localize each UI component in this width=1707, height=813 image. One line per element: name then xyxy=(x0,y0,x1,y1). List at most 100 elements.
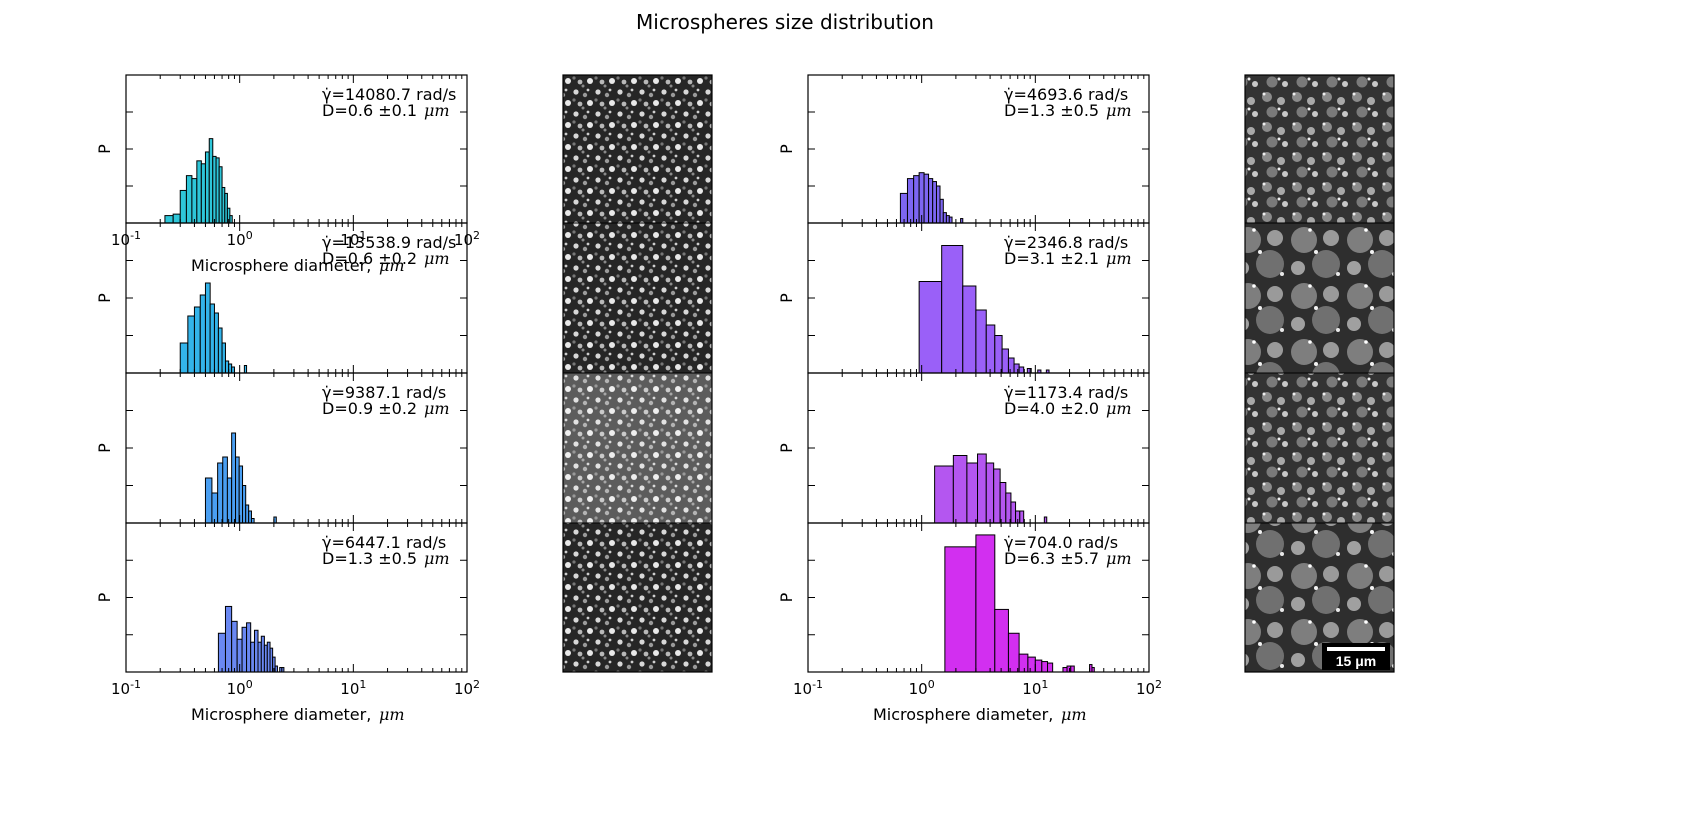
x-tick-label: 10-1 xyxy=(111,678,141,698)
micrograph-left-2 xyxy=(563,223,712,373)
histogram-bar xyxy=(246,622,252,673)
x-tick-label: 102 xyxy=(454,678,480,698)
histogram-bar xyxy=(928,178,934,224)
histogram-bar xyxy=(179,189,187,224)
histogram-bar xyxy=(217,632,226,673)
diameter-label: D=6.3 ±5.7 xyxy=(1004,549,1099,568)
histogram-bar xyxy=(191,178,198,224)
histogram-bar xyxy=(985,324,996,374)
histogram-bar xyxy=(250,518,255,524)
diameter-unit: μm xyxy=(1106,101,1132,120)
histogram-bar xyxy=(932,181,937,224)
y-axis-label: P xyxy=(777,592,796,602)
histogram-bar xyxy=(217,462,224,524)
histogram-bar xyxy=(211,492,219,524)
histogram-panels: Pγ̇=14080.7 rad/sD=0.6 ±0.1 μm 10-1 100 101 1… xyxy=(95,74,1162,724)
scale-bar: 15 μm xyxy=(1322,643,1390,670)
histogram-bar xyxy=(948,216,953,224)
shear-rate-label: γ̇=704.0 rad/s xyxy=(1004,533,1118,552)
diameter-unit: μm xyxy=(424,549,450,568)
x-axis-label: Microsphere diameter, xyxy=(191,256,371,275)
diameter-unit: μm xyxy=(1106,399,1132,418)
histogram-bar xyxy=(944,546,977,673)
diameter-unit: μm xyxy=(424,249,450,268)
histogram-bar xyxy=(1018,366,1025,374)
y-axis-label: P xyxy=(95,144,114,154)
micrograph-right-3 xyxy=(1245,373,1394,523)
y-axis-label: P xyxy=(95,293,114,303)
histogram-bar xyxy=(975,534,996,673)
diameter-label: D=0.6 ±0.2 xyxy=(322,249,417,268)
diameter-label: D=0.6 ±0.1 xyxy=(322,101,417,120)
y-axis-label: P xyxy=(95,592,114,602)
x-tick-label: 101 xyxy=(340,229,366,249)
histogram-bar xyxy=(199,294,206,374)
histogram-bar xyxy=(231,620,238,673)
histogram-bar xyxy=(934,465,954,524)
shear-rate-label: γ̇=6447.1 rad/s xyxy=(322,533,446,552)
y-axis-label: P xyxy=(777,293,796,303)
histogram-right-3: Pγ̇=1173.4 rad/sD=4.0 ±2.0 μm xyxy=(777,372,1150,524)
histogram-bar xyxy=(250,641,255,673)
diameter-unit: μm xyxy=(424,101,450,120)
histogram-bar xyxy=(238,465,244,524)
histogram-bar xyxy=(1007,632,1020,673)
histogram-bar xyxy=(1018,653,1029,673)
histogram-bar xyxy=(209,303,215,374)
diameter-label: D=4.0 ±2.0 xyxy=(1004,399,1099,418)
micrograph-right-1 xyxy=(1245,75,1394,223)
y-axis-label: P xyxy=(777,144,796,154)
histogram-bar xyxy=(193,306,201,374)
histogram-bar xyxy=(213,312,219,374)
diameter-label: D=1.3 ±0.5 xyxy=(1004,101,1099,120)
histogram-bar xyxy=(1034,659,1043,673)
histogram-bar xyxy=(1041,661,1049,673)
shear-rate-label: γ̇=13538.9 rad/s xyxy=(322,233,456,252)
histogram-bar xyxy=(899,192,908,224)
x-axis-label: Microsphere diameter, xyxy=(873,705,1053,724)
diameter-label: D=1.3 ±0.5 xyxy=(322,549,417,568)
histogram-bar xyxy=(1007,357,1015,374)
x-tick-label: 100 xyxy=(227,229,253,249)
shear-rate-label: γ̇=14080.7 rad/s xyxy=(322,85,456,104)
x-tick-label: 100 xyxy=(227,678,253,698)
x-tick-label: 10-1 xyxy=(111,229,141,249)
histogram-bar xyxy=(172,213,181,224)
histogram-right-4: Pγ̇=704.0 rad/sD=6.3 ±5.7 μm 10-1 100 101 102… xyxy=(777,522,1162,724)
histogram-bar xyxy=(253,629,259,673)
diameter-unit: μm xyxy=(1106,249,1132,268)
histogram-bar xyxy=(204,477,213,524)
histogram-left-3: Pγ̇=9387.1 rad/sD=0.9 ±0.2 μm xyxy=(95,372,468,524)
x-tick-label: 101 xyxy=(340,678,366,698)
histogram-bar xyxy=(1001,348,1009,374)
histogram-left-4: Pγ̇=6447.1 rad/sD=1.3 ±0.5 μm 10-1 100 101 10… xyxy=(95,522,480,724)
histogram-bar xyxy=(962,285,977,374)
histogram-bar xyxy=(179,342,189,374)
histogram-bar xyxy=(204,282,211,374)
x-axis-unit: μm xyxy=(1061,705,1087,724)
histogram-bar xyxy=(923,173,930,224)
histogram-bar xyxy=(241,626,248,673)
histogram-bar xyxy=(1027,656,1036,673)
histogram-bar xyxy=(243,365,248,374)
y-axis-label: P xyxy=(95,443,114,453)
shear-rate-label: γ̇=1173.4 rad/s xyxy=(1004,383,1128,402)
micrograph-right-2 xyxy=(1245,223,1394,373)
x-axis-unit: μm xyxy=(379,705,405,724)
histogram-bar xyxy=(224,605,233,673)
scale-bar-label: 15 μm xyxy=(1336,653,1376,669)
x-axis-label: Microsphere diameter, xyxy=(191,705,371,724)
histogram-bar xyxy=(975,309,987,374)
histogram-bar xyxy=(229,215,233,224)
histogram-bar xyxy=(906,178,915,224)
histogram-bar xyxy=(994,608,1009,673)
histogram-bar xyxy=(226,477,233,524)
histogram-bar xyxy=(1070,665,1075,673)
histogram-bar xyxy=(1019,510,1025,524)
micrograph-right-frame xyxy=(1244,74,1395,673)
histogram-left-1: Pγ̇=14080.7 rad/sD=0.6 ±0.1 μm 10-1 100 101 1… xyxy=(95,74,480,275)
micrograph-left-4 xyxy=(563,523,712,672)
shear-rate-label: γ̇=9387.1 rad/s xyxy=(322,383,446,402)
histogram-bar xyxy=(941,245,964,374)
